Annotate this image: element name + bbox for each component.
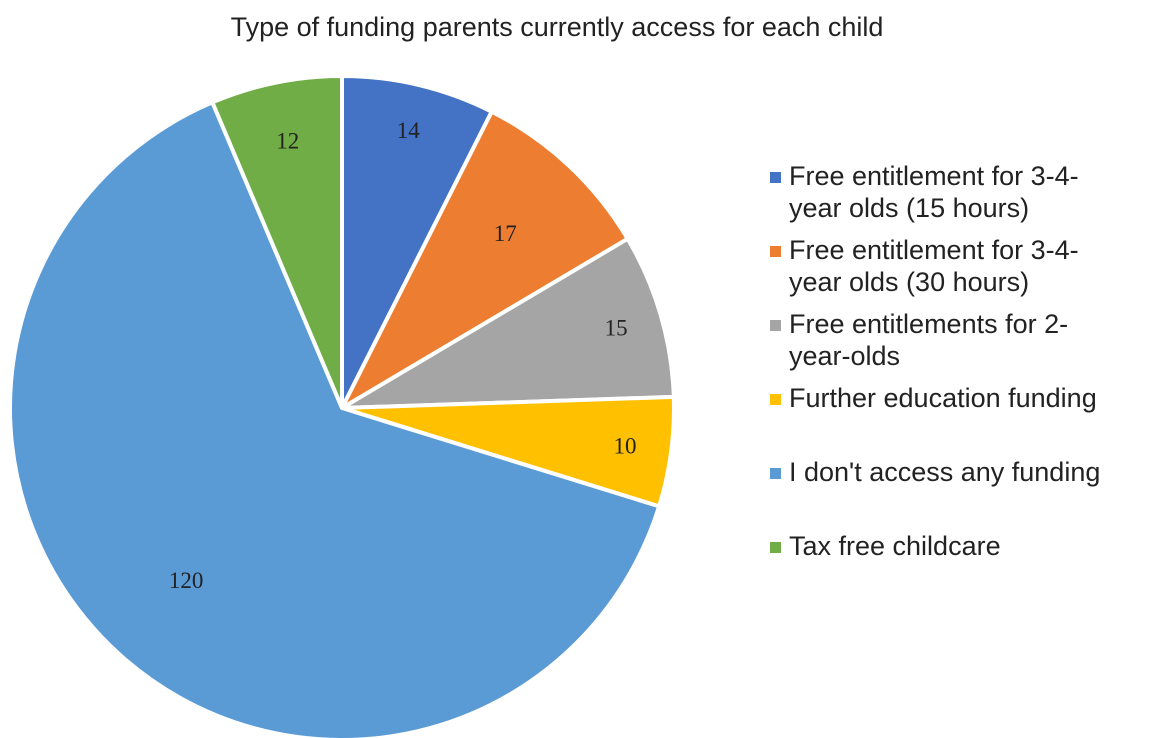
legend-label: Free entitlements for 2- year-olds [789, 308, 1068, 372]
legend-label-line: year olds (15 hours) [789, 193, 1030, 223]
pie-slice-1 [340, 74, 494, 410]
legend-label-line: year-olds [789, 341, 901, 371]
legend: Free entitlement for 3-4- year olds (15 h… [770, 160, 1164, 562]
legend-label-line: Free entitlement for 3-4- [789, 235, 1079, 265]
legend-label-line: Further education funding [789, 383, 1097, 413]
pie-slice-3 [340, 236, 676, 410]
legend-label: Free entitlement for 3-4- year olds (15 h… [789, 160, 1079, 224]
legend-label-line: Tax free childcare [789, 531, 1001, 561]
legend-label: Further education funding [789, 382, 1097, 414]
slice-value-label-1: 14 [397, 118, 421, 143]
slice-value-label-5: 120 [169, 568, 204, 593]
legend-label-line: Free entitlements for 2- [789, 309, 1069, 339]
legend-item-6: Tax free childcare [770, 530, 1164, 562]
slice-value-label-3: 15 [605, 315, 628, 340]
legend-swatch [770, 246, 781, 257]
legend-swatch [770, 542, 781, 553]
legend-swatch [770, 394, 781, 405]
pie-slice-6 [210, 74, 344, 410]
legend-label-line: I don't access any funding [789, 457, 1101, 487]
legend-item-1: Free entitlement for 3-4- year olds (15 h… [770, 160, 1164, 224]
slice-value-label-6: 12 [276, 129, 299, 154]
legend-swatch [770, 320, 781, 331]
legend-label-line: Free entitlement for 3-4- [789, 161, 1079, 191]
legend-item-5: I don't access any funding [770, 456, 1164, 488]
legend-swatch [770, 468, 781, 479]
legend-label: Free entitlement for 3-4- year olds (30 h… [789, 234, 1079, 298]
legend-label: Tax free childcare [789, 530, 1001, 562]
slice-value-label-4: 10 [613, 434, 636, 459]
chart-title: Type of funding parents currently access… [230, 12, 884, 42]
legend-swatch [770, 172, 781, 183]
pie-slice-2 [340, 109, 630, 410]
pie-chart: 14 17 15 10 120 12 [8, 74, 676, 738]
legend-item-3: Free entitlements for 2- year-olds [770, 308, 1164, 372]
legend-item-4: Further education funding [770, 382, 1164, 414]
legend-label-line: year olds (30 hours) [789, 267, 1030, 297]
legend-label: I don't access any funding [789, 456, 1100, 488]
pie-slice-5 [8, 100, 662, 738]
legend-item-2: Free entitlement for 3-4- year olds (30 h… [770, 234, 1164, 298]
slice-value-label-2: 17 [494, 221, 517, 246]
